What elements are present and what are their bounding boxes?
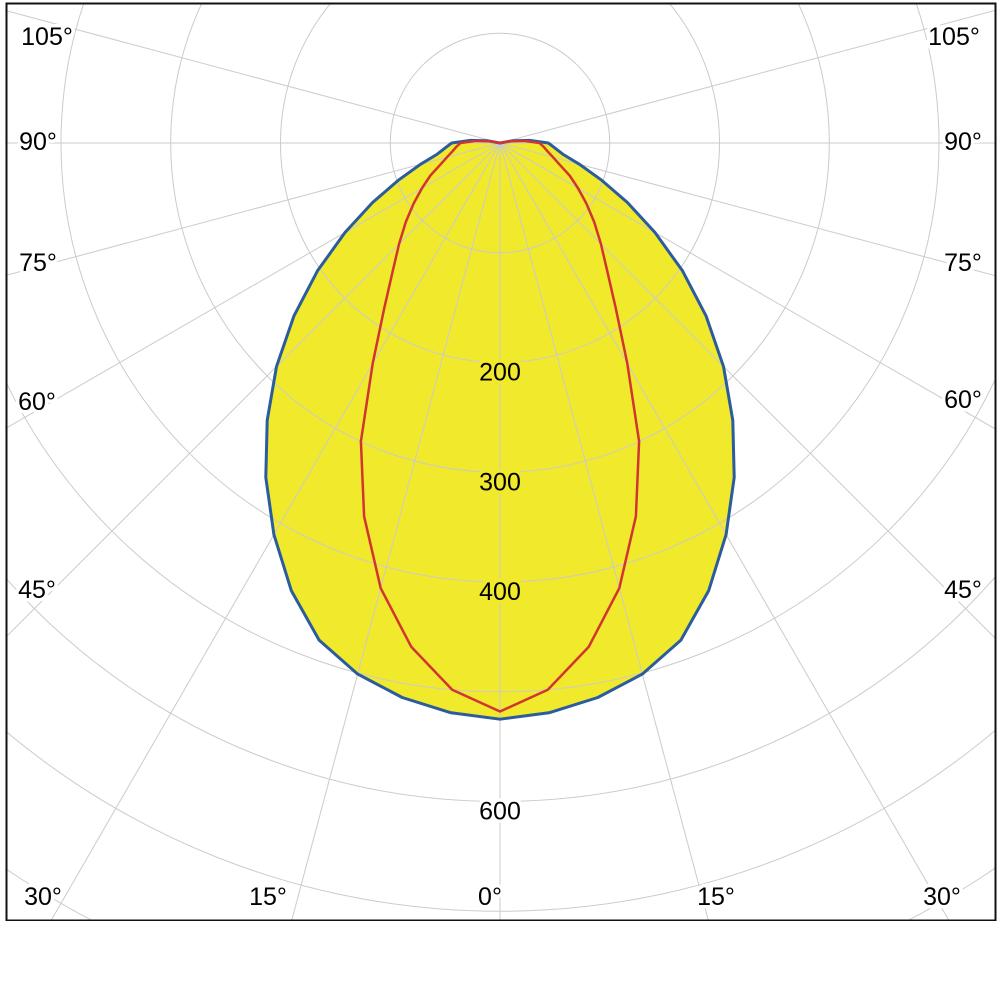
angle-label-right-105°: 105° (928, 23, 980, 51)
grid-ray-15 (499, 142, 710, 921)
angle-label-left-45°: 45° (18, 576, 56, 604)
legend-strip: cd/klm C0 - C180 C90 - C270 η = 100% (0, 921, 1001, 1001)
c90-c270-curve (264, 138, 736, 721)
angle-label-left-75°: 75° (19, 249, 57, 277)
angle-label-bottom-15°: 15° (249, 883, 287, 911)
grid-ray--105 (6, 10, 501, 144)
grid-ray--60 (6, 142, 501, 429)
grid-ray--30 (50, 142, 501, 921)
c0-c180-curve (359, 139, 641, 713)
radial-label-600: 600 (479, 798, 521, 826)
radial-label-200: 200 (479, 359, 521, 387)
angle-label-bottom-30°: 30° (923, 883, 961, 911)
polar-grid (6, 3, 996, 921)
angle-label-right-60°: 60° (944, 386, 982, 414)
angle-label-right-45°: 45° (944, 576, 982, 604)
grid-ray--75 (6, 142, 501, 276)
grid-ray--45 (6, 142, 501, 638)
angle-label-left-90°: 90° (19, 128, 57, 156)
grid-ray-60 (499, 142, 996, 430)
grid-ray-45 (499, 142, 996, 640)
polar-chart: 200 300 400 600 105° 90° 75° 60° 45° 105° 90° 75° 60… (5, 2, 997, 921)
radial-label-300: 300 (479, 468, 521, 496)
plot-area (6, 3, 996, 921)
angle-label-bottom-30°: 30° (24, 883, 62, 911)
angle-label-bottom-0°: 0° (478, 883, 502, 911)
angle-label-right-90°: 90° (944, 128, 982, 156)
grid-ray-105 (499, 9, 996, 144)
angle-label-left-60°: 60° (18, 388, 56, 416)
angle-label-bottom-15°: 15° (697, 883, 735, 911)
angle-label-right-75°: 75° (944, 249, 982, 277)
angle-label-left-105°: 105° (21, 23, 73, 51)
grid-ray--15 (290, 142, 501, 921)
radial-label-400: 400 (479, 578, 521, 606)
grid-ray-30 (499, 142, 950, 921)
grid-ray-75 (499, 142, 996, 277)
plot-border (5, 2, 997, 921)
